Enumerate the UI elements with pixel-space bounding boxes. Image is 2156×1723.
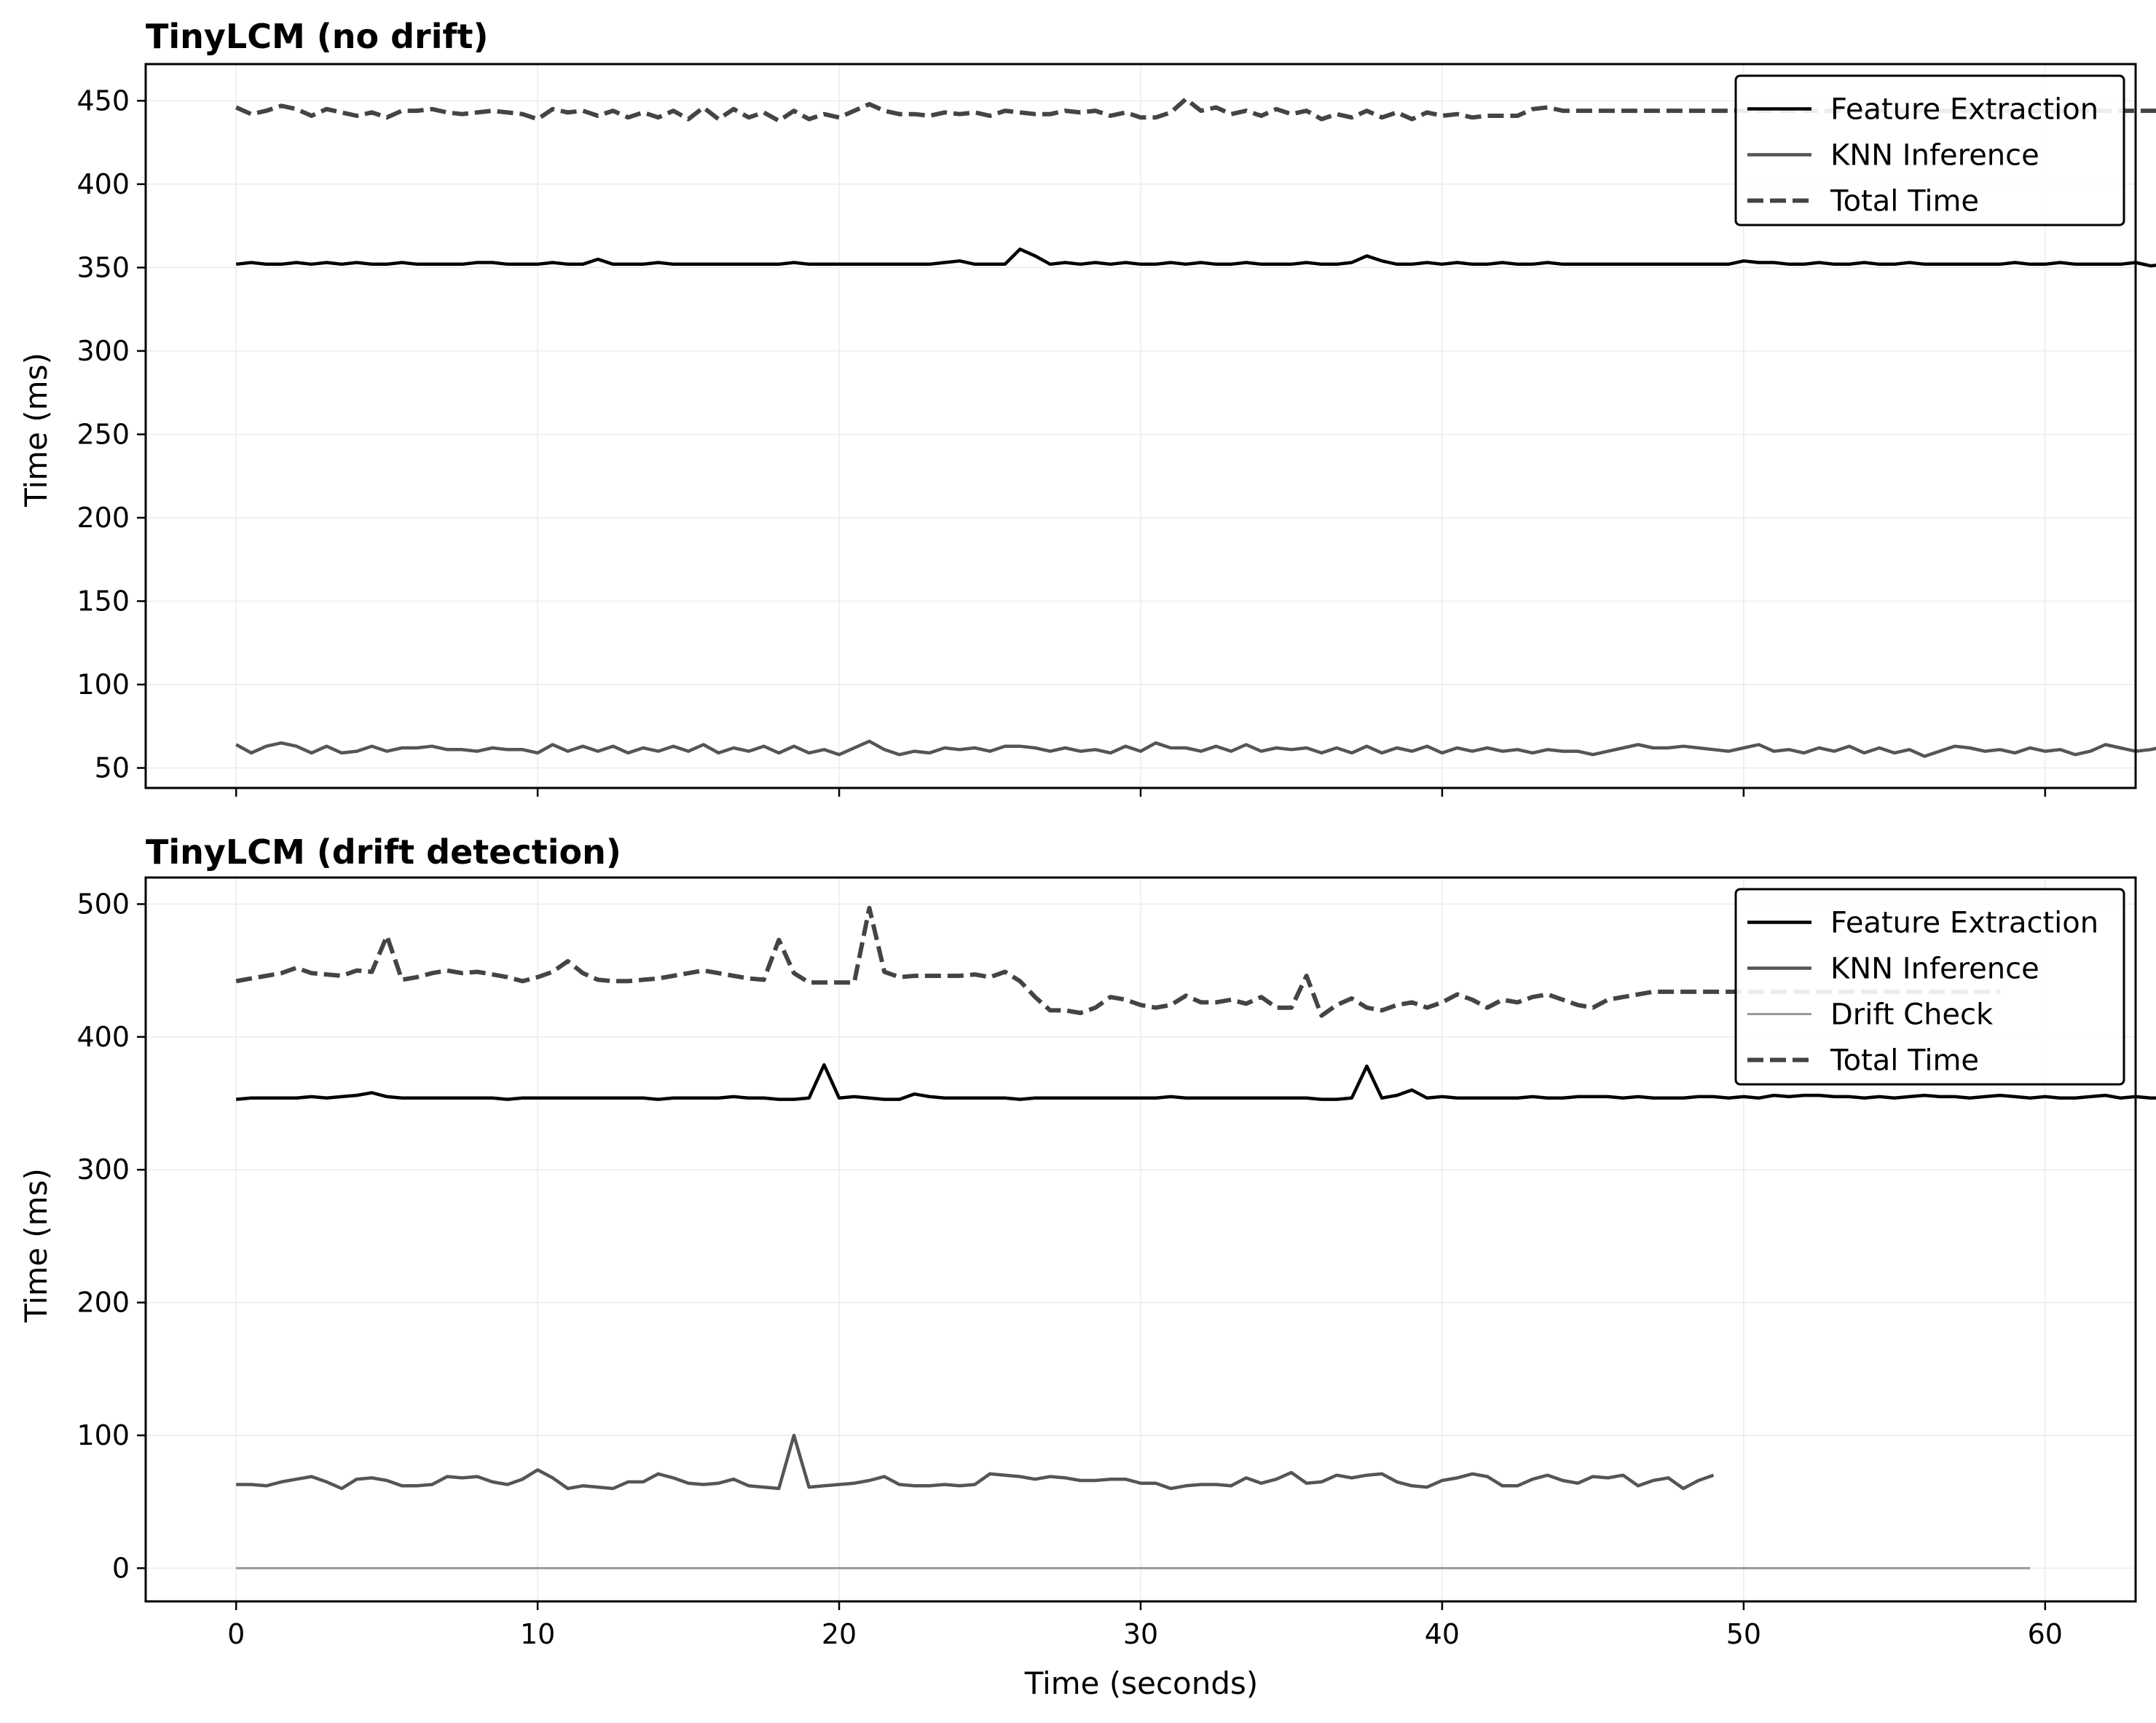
series-line-feature-extraction [235, 247, 2156, 268]
series-line-knn-inference [236, 1433, 1715, 1491]
y-tick-label: 300 [76, 1154, 130, 1186]
y-tick-label: 100 [76, 669, 130, 701]
legend-box [1734, 888, 2125, 1086]
y-tick-label: 150 [76, 585, 130, 617]
panel-no-drift: TinyLCM (no drift) Time (ms) 50 100 150 200… [18, 17, 2156, 797]
y-axis-label: Time (ms) [18, 1168, 54, 1323]
y-tick-label: 400 [76, 168, 130, 200]
y-tick-label: 0 [112, 1552, 130, 1584]
legend-label: KNN Inference [1830, 953, 2039, 986]
y-axis-label: Time (ms) [18, 352, 54, 508]
x-tick-label: 40 [1425, 1618, 1460, 1650]
x-tick-label: 50 [1726, 1618, 1761, 1650]
y-tick-label: 300 [76, 335, 130, 367]
panel-drift-detection: TinyLCM (drift detection) Time (ms) Time… [18, 832, 2156, 1701]
legend-label: Total Time [1830, 1044, 1979, 1078]
legend: Feature Extraction KNN Inference Drift Che… [1734, 888, 2125, 1086]
x-axis-label: Time (seconds) [1024, 1665, 1259, 1701]
y-tick-label: 200 [76, 1287, 130, 1319]
series-line-total-time [235, 905, 2000, 1018]
y-tick-label: 400 [76, 1021, 130, 1053]
legend-label: Feature Extraction [1830, 907, 2098, 940]
legend-label: KNN Inference [1830, 139, 2039, 173]
y-tick-label: 350 [76, 251, 130, 283]
legend-box [1734, 74, 2125, 226]
legend-label: Drift Check [1830, 998, 1994, 1032]
x-tick-label: 20 [822, 1618, 857, 1650]
series-line-feature-extraction [236, 1062, 2156, 1101]
y-tick-label: 250 [76, 418, 130, 450]
legend: Feature Extraction KNN Inference Total Tim… [1734, 74, 2125, 226]
y-tick-label: 500 [76, 888, 130, 920]
x-tick-label: 60 [2028, 1618, 2063, 1650]
series-line-knn-inference [235, 739, 2156, 758]
panel-title: TinyLCM (drift detection) [146, 832, 621, 872]
legend-label: Feature Extraction [1830, 93, 2098, 127]
x-tick-label: 30 [1123, 1618, 1158, 1650]
y-tick-label: 100 [76, 1419, 130, 1451]
panel-title: TinyLCM (no drift) [146, 17, 489, 56]
y-tick-label: 200 [76, 502, 130, 534]
y-tick-label: 50 [95, 752, 130, 784]
y-tick-label: 450 [76, 84, 130, 117]
x-tick-label: 10 [520, 1618, 555, 1650]
x-tick-label: 0 [227, 1618, 245, 1650]
legend-label: Total Time [1830, 185, 1979, 218]
